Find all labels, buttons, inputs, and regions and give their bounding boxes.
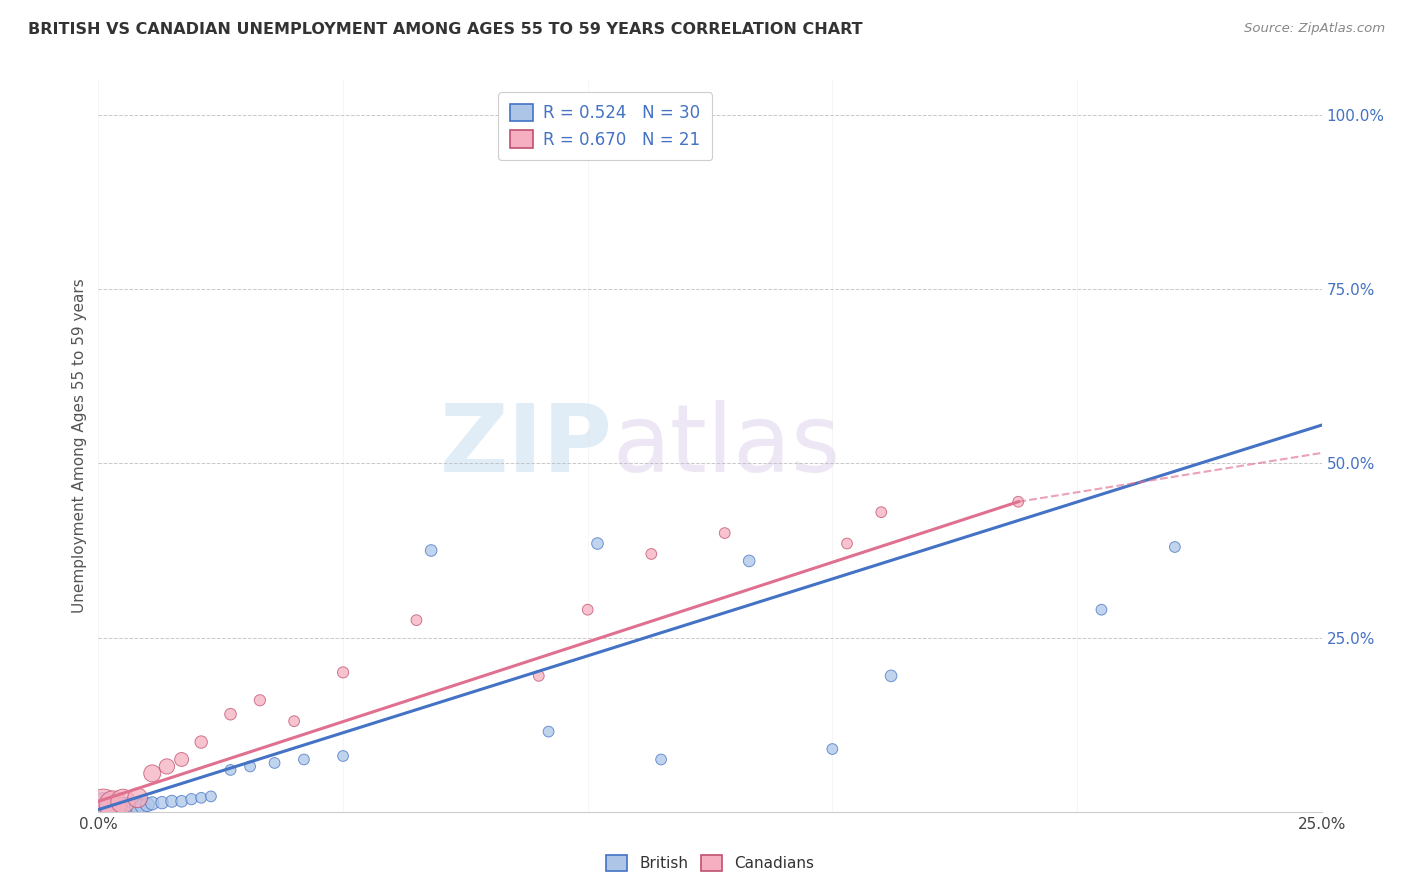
Point <box>1090 603 1112 617</box>
Point <box>150 796 173 810</box>
Point <box>190 790 212 805</box>
Point <box>91 799 114 814</box>
Point <box>101 797 124 812</box>
Point <box>131 799 153 814</box>
Point <box>586 536 609 550</box>
Point <box>332 665 354 680</box>
Point <box>527 669 550 683</box>
Point <box>91 801 114 815</box>
Point <box>141 766 163 780</box>
Point <box>239 759 262 773</box>
Point <box>141 797 163 811</box>
Point <box>107 801 129 815</box>
Point <box>821 742 844 756</box>
Point <box>880 669 903 683</box>
Point <box>332 749 354 764</box>
Point <box>127 790 149 805</box>
Point <box>640 547 662 561</box>
Point <box>263 756 285 770</box>
Point <box>156 759 179 773</box>
Point <box>219 763 242 777</box>
Point <box>127 799 149 814</box>
Point <box>537 724 560 739</box>
Point <box>1164 540 1187 554</box>
Point <box>111 794 134 808</box>
Point <box>870 505 893 519</box>
Point <box>576 603 599 617</box>
Point <box>136 797 159 812</box>
Text: atlas: atlas <box>612 400 841 492</box>
Point <box>738 554 761 568</box>
Text: ZIP: ZIP <box>439 400 612 492</box>
Point <box>835 536 858 550</box>
Text: Source: ZipAtlas.com: Source: ZipAtlas.com <box>1244 22 1385 36</box>
Point <box>713 526 735 541</box>
Text: BRITISH VS CANADIAN UNEMPLOYMENT AMONG AGES 55 TO 59 YEARS CORRELATION CHART: BRITISH VS CANADIAN UNEMPLOYMENT AMONG A… <box>28 22 863 37</box>
Point <box>117 800 139 814</box>
Point <box>283 714 305 728</box>
Point <box>650 752 672 766</box>
Point <box>170 794 193 808</box>
Point <box>121 800 143 814</box>
Point <box>190 735 212 749</box>
Point <box>292 752 315 766</box>
Point <box>1007 494 1029 508</box>
Point <box>405 613 427 627</box>
Point <box>101 801 124 815</box>
Point <box>180 792 202 806</box>
Legend: British, Canadians: British, Canadians <box>600 849 820 877</box>
Point <box>111 800 134 814</box>
Point <box>170 752 193 766</box>
Point <box>219 707 242 722</box>
Point <box>420 543 443 558</box>
Y-axis label: Unemployment Among Ages 55 to 59 years: Unemployment Among Ages 55 to 59 years <box>72 278 87 614</box>
Point <box>160 794 183 808</box>
Point <box>200 789 222 804</box>
Point <box>249 693 271 707</box>
